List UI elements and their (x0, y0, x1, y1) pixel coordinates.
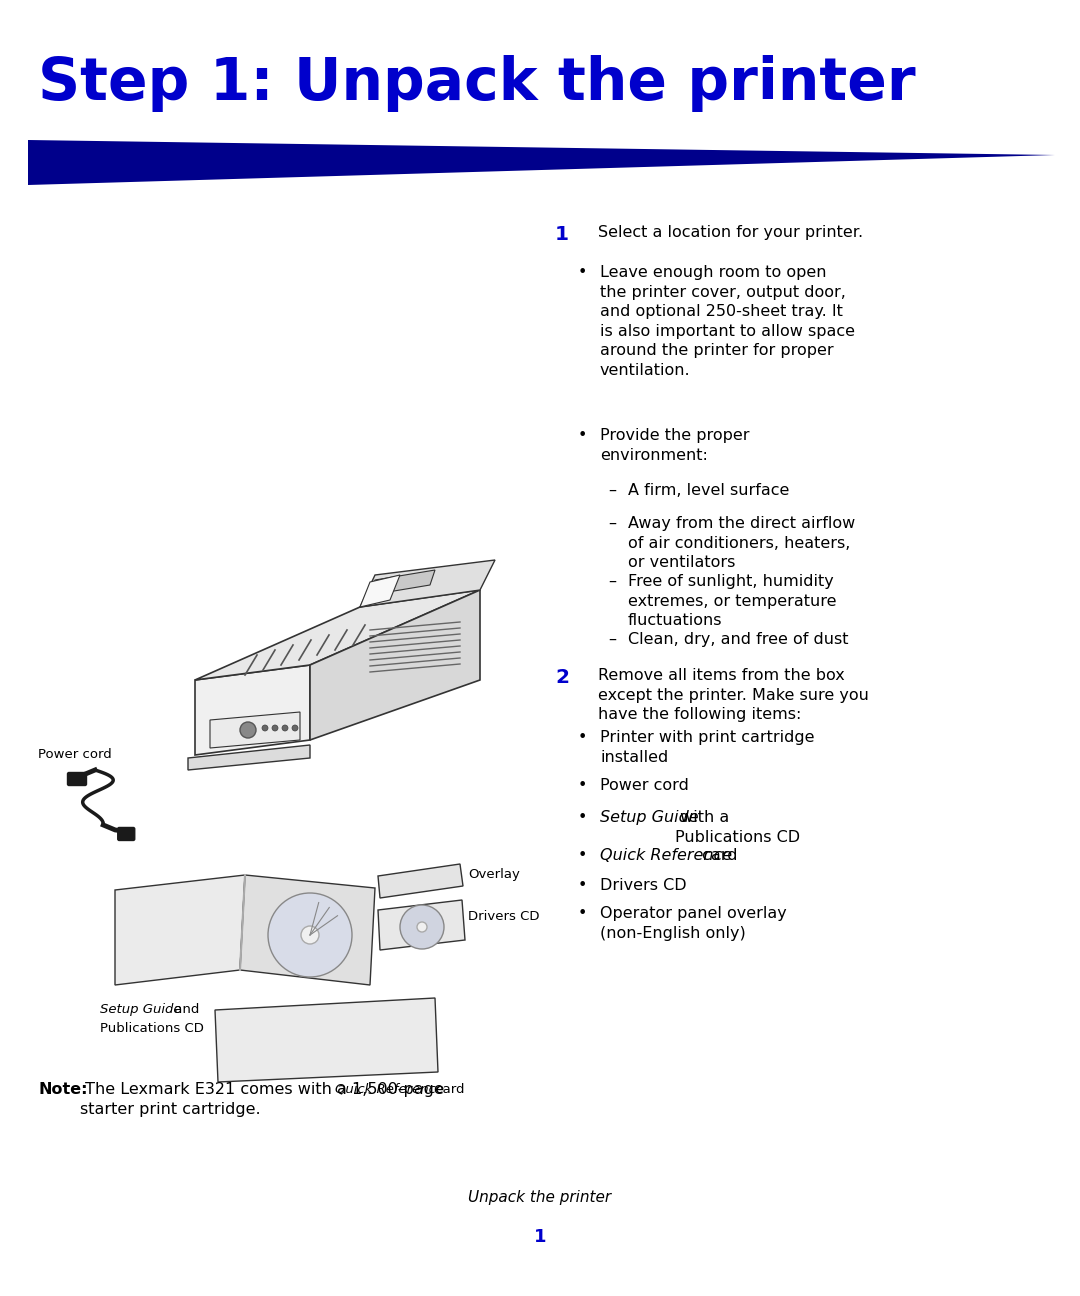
Text: Select a location for your printer.: Select a location for your printer. (598, 226, 863, 240)
Text: Free of sunlight, humidity
extremes, or temperature
fluctuations: Free of sunlight, humidity extremes, or … (627, 574, 837, 629)
Text: Quick Reference: Quick Reference (335, 1083, 444, 1096)
Circle shape (268, 893, 352, 977)
Text: •: • (578, 264, 588, 280)
Polygon shape (114, 875, 245, 985)
Circle shape (240, 722, 256, 737)
Text: •: • (578, 810, 588, 826)
Text: •: • (578, 877, 588, 893)
Text: card: card (431, 1083, 464, 1096)
Polygon shape (210, 712, 300, 748)
Text: Power cord: Power cord (600, 778, 689, 793)
Text: Overlay: Overlay (468, 868, 519, 881)
Text: •: • (578, 778, 588, 793)
Text: –: – (608, 483, 616, 498)
Text: Operator panel overlay
(non-English only): Operator panel overlay (non-English only… (600, 906, 786, 941)
Text: Note:: Note: (38, 1082, 87, 1096)
Text: Drivers CD: Drivers CD (468, 910, 540, 923)
FancyBboxPatch shape (118, 827, 135, 841)
Text: Power cord: Power cord (38, 748, 111, 761)
Polygon shape (195, 590, 480, 680)
Polygon shape (310, 590, 480, 740)
Text: Setup Guide: Setup Guide (100, 1003, 181, 1016)
Text: Quick Reference: Quick Reference (600, 848, 732, 863)
Circle shape (301, 927, 319, 943)
Text: and: and (170, 1003, 200, 1016)
Circle shape (272, 724, 278, 731)
Polygon shape (240, 875, 375, 985)
Polygon shape (195, 665, 310, 756)
Polygon shape (28, 140, 1055, 185)
Text: A firm, level surface: A firm, level surface (627, 483, 789, 498)
Polygon shape (215, 998, 438, 1082)
Polygon shape (360, 575, 400, 607)
Text: •: • (578, 848, 588, 863)
Text: 1: 1 (534, 1229, 546, 1245)
Text: –: – (608, 632, 616, 647)
Text: –: – (608, 516, 616, 531)
Text: •: • (578, 730, 588, 745)
Text: Drivers CD: Drivers CD (600, 877, 687, 893)
Text: 1: 1 (555, 226, 569, 244)
Text: 2: 2 (555, 667, 569, 687)
Text: •: • (578, 906, 588, 921)
Polygon shape (360, 560, 495, 607)
Text: Printer with print cartridge
installed: Printer with print cartridge installed (600, 730, 814, 765)
Polygon shape (188, 745, 310, 770)
Text: Leave enough room to open
the printer cover, output door,
and optional 250-sheet: Leave enough room to open the printer co… (600, 264, 855, 378)
Text: card: card (697, 848, 738, 863)
Text: Unpack the printer: Unpack the printer (469, 1190, 611, 1205)
Text: Clean, dry, and free of dust: Clean, dry, and free of dust (627, 632, 849, 647)
Circle shape (292, 724, 298, 731)
Text: The Lexmark E321 comes with a 1,500-page
starter print cartridge.: The Lexmark E321 comes with a 1,500-page… (80, 1082, 444, 1117)
FancyBboxPatch shape (67, 772, 86, 785)
Circle shape (262, 724, 268, 731)
Text: Publications CD: Publications CD (100, 1023, 204, 1036)
Text: Remove all items from the box
except the printer. Make sure you
have the followi: Remove all items from the box except the… (598, 667, 869, 722)
Circle shape (282, 724, 288, 731)
Circle shape (417, 921, 427, 932)
Polygon shape (378, 899, 465, 950)
Text: Provide the proper
environment:: Provide the proper environment: (600, 428, 750, 463)
Text: Setup Guide: Setup Guide (600, 810, 699, 826)
Text: •: • (578, 428, 588, 443)
Polygon shape (370, 570, 435, 595)
Text: Step 1: Unpack the printer: Step 1: Unpack the printer (38, 54, 916, 111)
Text: –: – (608, 574, 616, 588)
Text: Away from the direct airflow
of air conditioners, heaters,
or ventilators: Away from the direct airflow of air cond… (627, 516, 855, 570)
Circle shape (400, 905, 444, 949)
Text: with a
Publications CD: with a Publications CD (675, 810, 800, 845)
Polygon shape (378, 864, 463, 898)
